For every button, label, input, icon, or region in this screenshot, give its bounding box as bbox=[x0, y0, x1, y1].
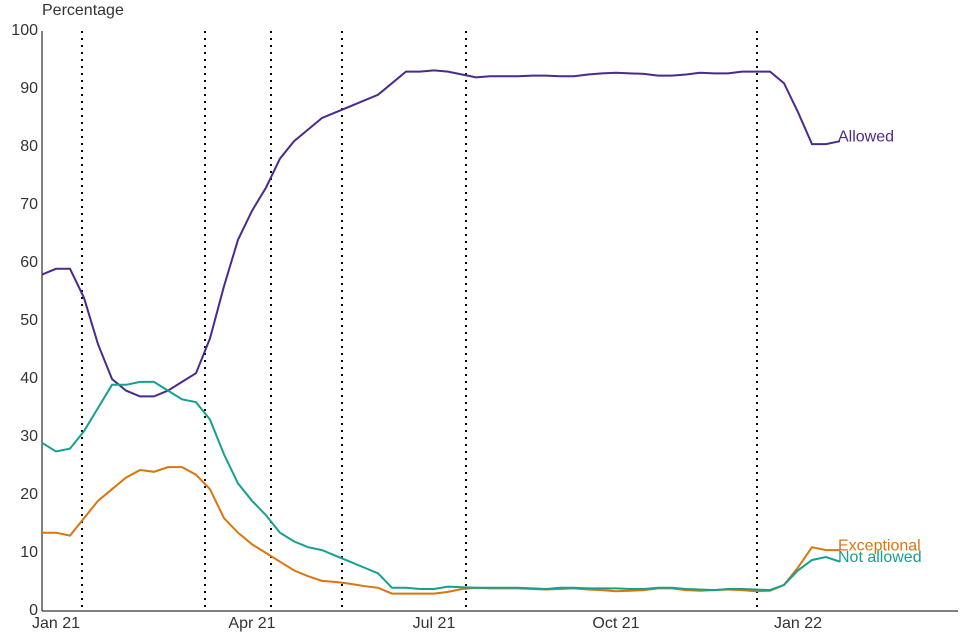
event-lines bbox=[81, 31, 758, 611]
series-line bbox=[42, 466, 840, 595]
y-tick-label: 30 bbox=[20, 428, 38, 445]
series-line bbox=[41, 69, 841, 398]
y-tick-label: 0 bbox=[29, 602, 38, 619]
y-axis-label: Percentage bbox=[42, 2, 124, 19]
x-tick-label: Jan 21 bbox=[32, 615, 80, 632]
y-tick-label: 20 bbox=[20, 486, 38, 503]
x-tick-label: Jan 22 bbox=[774, 615, 822, 632]
y-tick-label: 100 bbox=[11, 22, 38, 39]
series-label: Allowed bbox=[838, 128, 894, 145]
x-tick-label: Apr 21 bbox=[228, 615, 275, 632]
x-tick-label: Jul 21 bbox=[413, 615, 456, 632]
y-tick-label: 70 bbox=[20, 196, 38, 213]
y-tick-label: 60 bbox=[20, 254, 38, 271]
series-line bbox=[41, 380, 841, 592]
series-label: Not allowed bbox=[838, 549, 922, 566]
x-tick-label: Oct 21 bbox=[592, 615, 639, 632]
y-tick-label: 80 bbox=[20, 138, 38, 155]
y-tick-label: 40 bbox=[20, 370, 38, 387]
series-label: Exceptional bbox=[838, 537, 921, 554]
y-tick-label: 90 bbox=[20, 80, 38, 97]
y-tick-label: 50 bbox=[20, 312, 38, 329]
y-tick-label: 10 bbox=[20, 544, 38, 561]
